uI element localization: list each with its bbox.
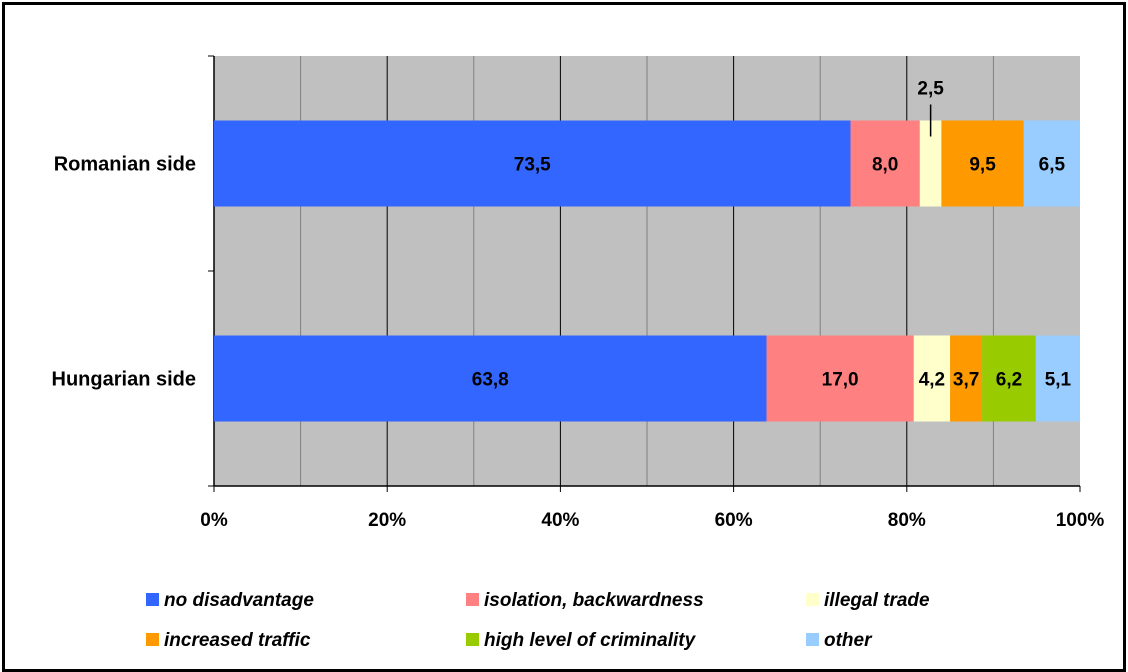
data-label: 8,0 — [872, 155, 898, 176]
legend-label: other — [824, 630, 873, 651]
data-label: 2,5 — [917, 79, 944, 100]
legend-label: high level of criminality — [484, 630, 697, 651]
data-label: 6,2 — [996, 370, 1022, 391]
legend-label: no disadvantage — [164, 590, 314, 611]
data-label: 5,1 — [1045, 370, 1072, 391]
x-tick-label: 100% — [1056, 510, 1105, 531]
legend-swatch — [146, 633, 159, 646]
bar-segment — [950, 335, 983, 422]
bar-segment — [982, 335, 1036, 422]
data-label: 73,5 — [514, 155, 551, 176]
data-label: 6,5 — [1039, 155, 1066, 176]
x-tick-label: 20% — [368, 510, 406, 531]
x-tick-label: 60% — [715, 510, 753, 531]
legend-swatch — [806, 633, 819, 646]
legend-label: illegal trade — [824, 590, 930, 611]
bar-segment — [850, 120, 920, 207]
category-label: Hungarian side — [52, 369, 196, 391]
data-label: 63,8 — [472, 370, 509, 391]
bar-segment — [214, 335, 767, 422]
bar-segment — [913, 335, 951, 422]
data-label: 17,0 — [822, 370, 859, 391]
data-label: 3,7 — [953, 370, 979, 391]
x-tick-label: 40% — [541, 510, 579, 531]
bar-segment — [941, 120, 1024, 207]
data-label: 9,5 — [969, 155, 996, 176]
x-tick-label: 80% — [888, 510, 926, 531]
category-label: Romanian side — [54, 154, 196, 176]
legend-swatch — [806, 593, 819, 606]
legend-label: increased traffic — [164, 630, 311, 651]
bar-segment — [919, 120, 942, 207]
bar-segment — [214, 120, 851, 207]
bar-segment — [1023, 120, 1080, 207]
bar-segment — [1035, 335, 1080, 422]
x-tick-label: 0% — [200, 510, 228, 531]
legend-swatch — [466, 593, 479, 606]
legend-swatch — [466, 633, 479, 646]
legend-label: isolation, backwardness — [484, 590, 704, 611]
data-label: 4,2 — [919, 370, 945, 391]
legend-swatch — [146, 593, 159, 606]
bar-segment — [766, 335, 914, 422]
